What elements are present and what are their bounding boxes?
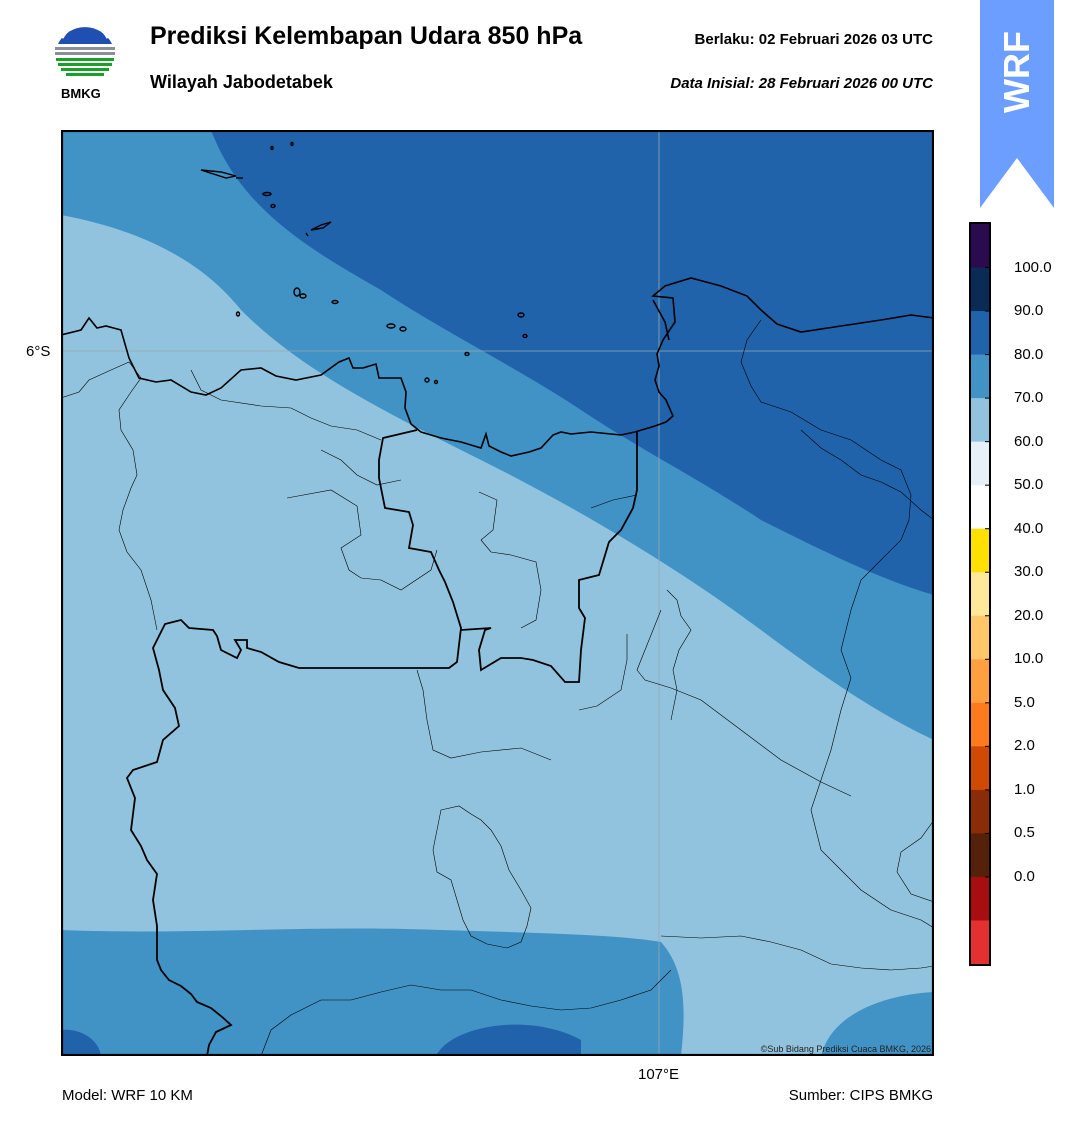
colorbar-label: 50.0 bbox=[1014, 476, 1044, 494]
colorbar-segment bbox=[971, 833, 989, 878]
page-subtitle: Wilayah Jabodetabek bbox=[150, 72, 333, 92]
colorbar-segment bbox=[971, 224, 989, 269]
colorbar-label: 90.0 bbox=[1014, 302, 1044, 320]
colorbar-segment bbox=[971, 876, 989, 921]
colorbar-segment bbox=[971, 746, 989, 791]
lat-label: 6°S bbox=[26, 343, 51, 360]
source-label: Sumber: CIPS BMKG bbox=[788, 1087, 933, 1104]
band-80-90-north bbox=[211, 130, 934, 595]
colorbar-label: 100.0 bbox=[1014, 258, 1052, 276]
coastline bbox=[61, 277, 934, 457]
humidity-map bbox=[61, 130, 934, 1056]
model-label: Model: WRF 10 KM bbox=[62, 1087, 193, 1104]
colorbar-segment bbox=[971, 920, 989, 965]
islands bbox=[200, 141, 528, 385]
wrf-badge: WRF bbox=[980, 0, 1054, 208]
init-time: Data Inisial: 28 Februari 2026 00 UTC bbox=[670, 75, 933, 92]
colorbar-segment bbox=[971, 789, 989, 834]
province-border bbox=[125, 429, 462, 1056]
colorbar-label: 80.0 bbox=[1014, 345, 1044, 363]
colorbar-segment bbox=[971, 615, 989, 660]
regency-borders bbox=[61, 319, 934, 1056]
colorbar-label: 70.0 bbox=[1014, 389, 1044, 407]
colorbar-segment bbox=[971, 528, 989, 573]
colorbar bbox=[969, 222, 991, 966]
colorbar-label: 1.0 bbox=[1014, 780, 1035, 798]
valid-time: Berlaku: 02 Februari 2026 03 UTC bbox=[694, 31, 933, 48]
colorbar-segment bbox=[971, 398, 989, 443]
colorbar-segment bbox=[971, 485, 989, 530]
colorbar-segment bbox=[971, 267, 989, 312]
bmkg-logo-icon bbox=[55, 22, 115, 83]
band-80-90-south bbox=[436, 1024, 581, 1056]
colorbar-label: 30.0 bbox=[1014, 563, 1044, 581]
colorbar-segment bbox=[971, 354, 989, 399]
colorbar-label: 0.5 bbox=[1014, 824, 1035, 842]
province-border-east bbox=[460, 432, 638, 683]
logo-text: BMKG bbox=[61, 86, 101, 101]
colorbar-label: 20.0 bbox=[1014, 606, 1044, 624]
colorbar-label: 10.0 bbox=[1014, 650, 1044, 668]
colorbar-label: 0.0 bbox=[1014, 867, 1035, 885]
map-credit: ©Sub Bidang Prediksi Cuaca BMKG, 2026 bbox=[760, 1044, 931, 1054]
band-70-80-south bbox=[61, 928, 684, 1056]
colorbar-label: 5.0 bbox=[1014, 693, 1035, 711]
colorbar-label: 60.0 bbox=[1014, 432, 1044, 450]
colorbar-segment bbox=[971, 659, 989, 704]
band-80-90-southwest bbox=[61, 1029, 101, 1056]
lon-label: 107°E bbox=[638, 1066, 680, 1083]
page-title: Prediksi Kelembapan Udara 850 hPa bbox=[150, 22, 583, 50]
colorbar-segment bbox=[971, 311, 989, 356]
colorbar-segment bbox=[971, 702, 989, 747]
colorbar-label: 2.0 bbox=[1014, 737, 1035, 755]
colorbar-label: 40.0 bbox=[1014, 519, 1044, 537]
wrf-badge-text: WRF bbox=[996, 31, 1037, 113]
colorbar-segment bbox=[971, 441, 989, 486]
band-70-80-southeast bbox=[821, 992, 934, 1056]
province-border-right bbox=[652, 299, 670, 341]
colorbar-segment bbox=[971, 572, 989, 617]
